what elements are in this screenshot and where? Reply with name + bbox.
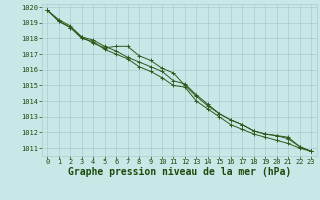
X-axis label: Graphe pression niveau de la mer (hPa): Graphe pression niveau de la mer (hPa) [68, 167, 291, 177]
